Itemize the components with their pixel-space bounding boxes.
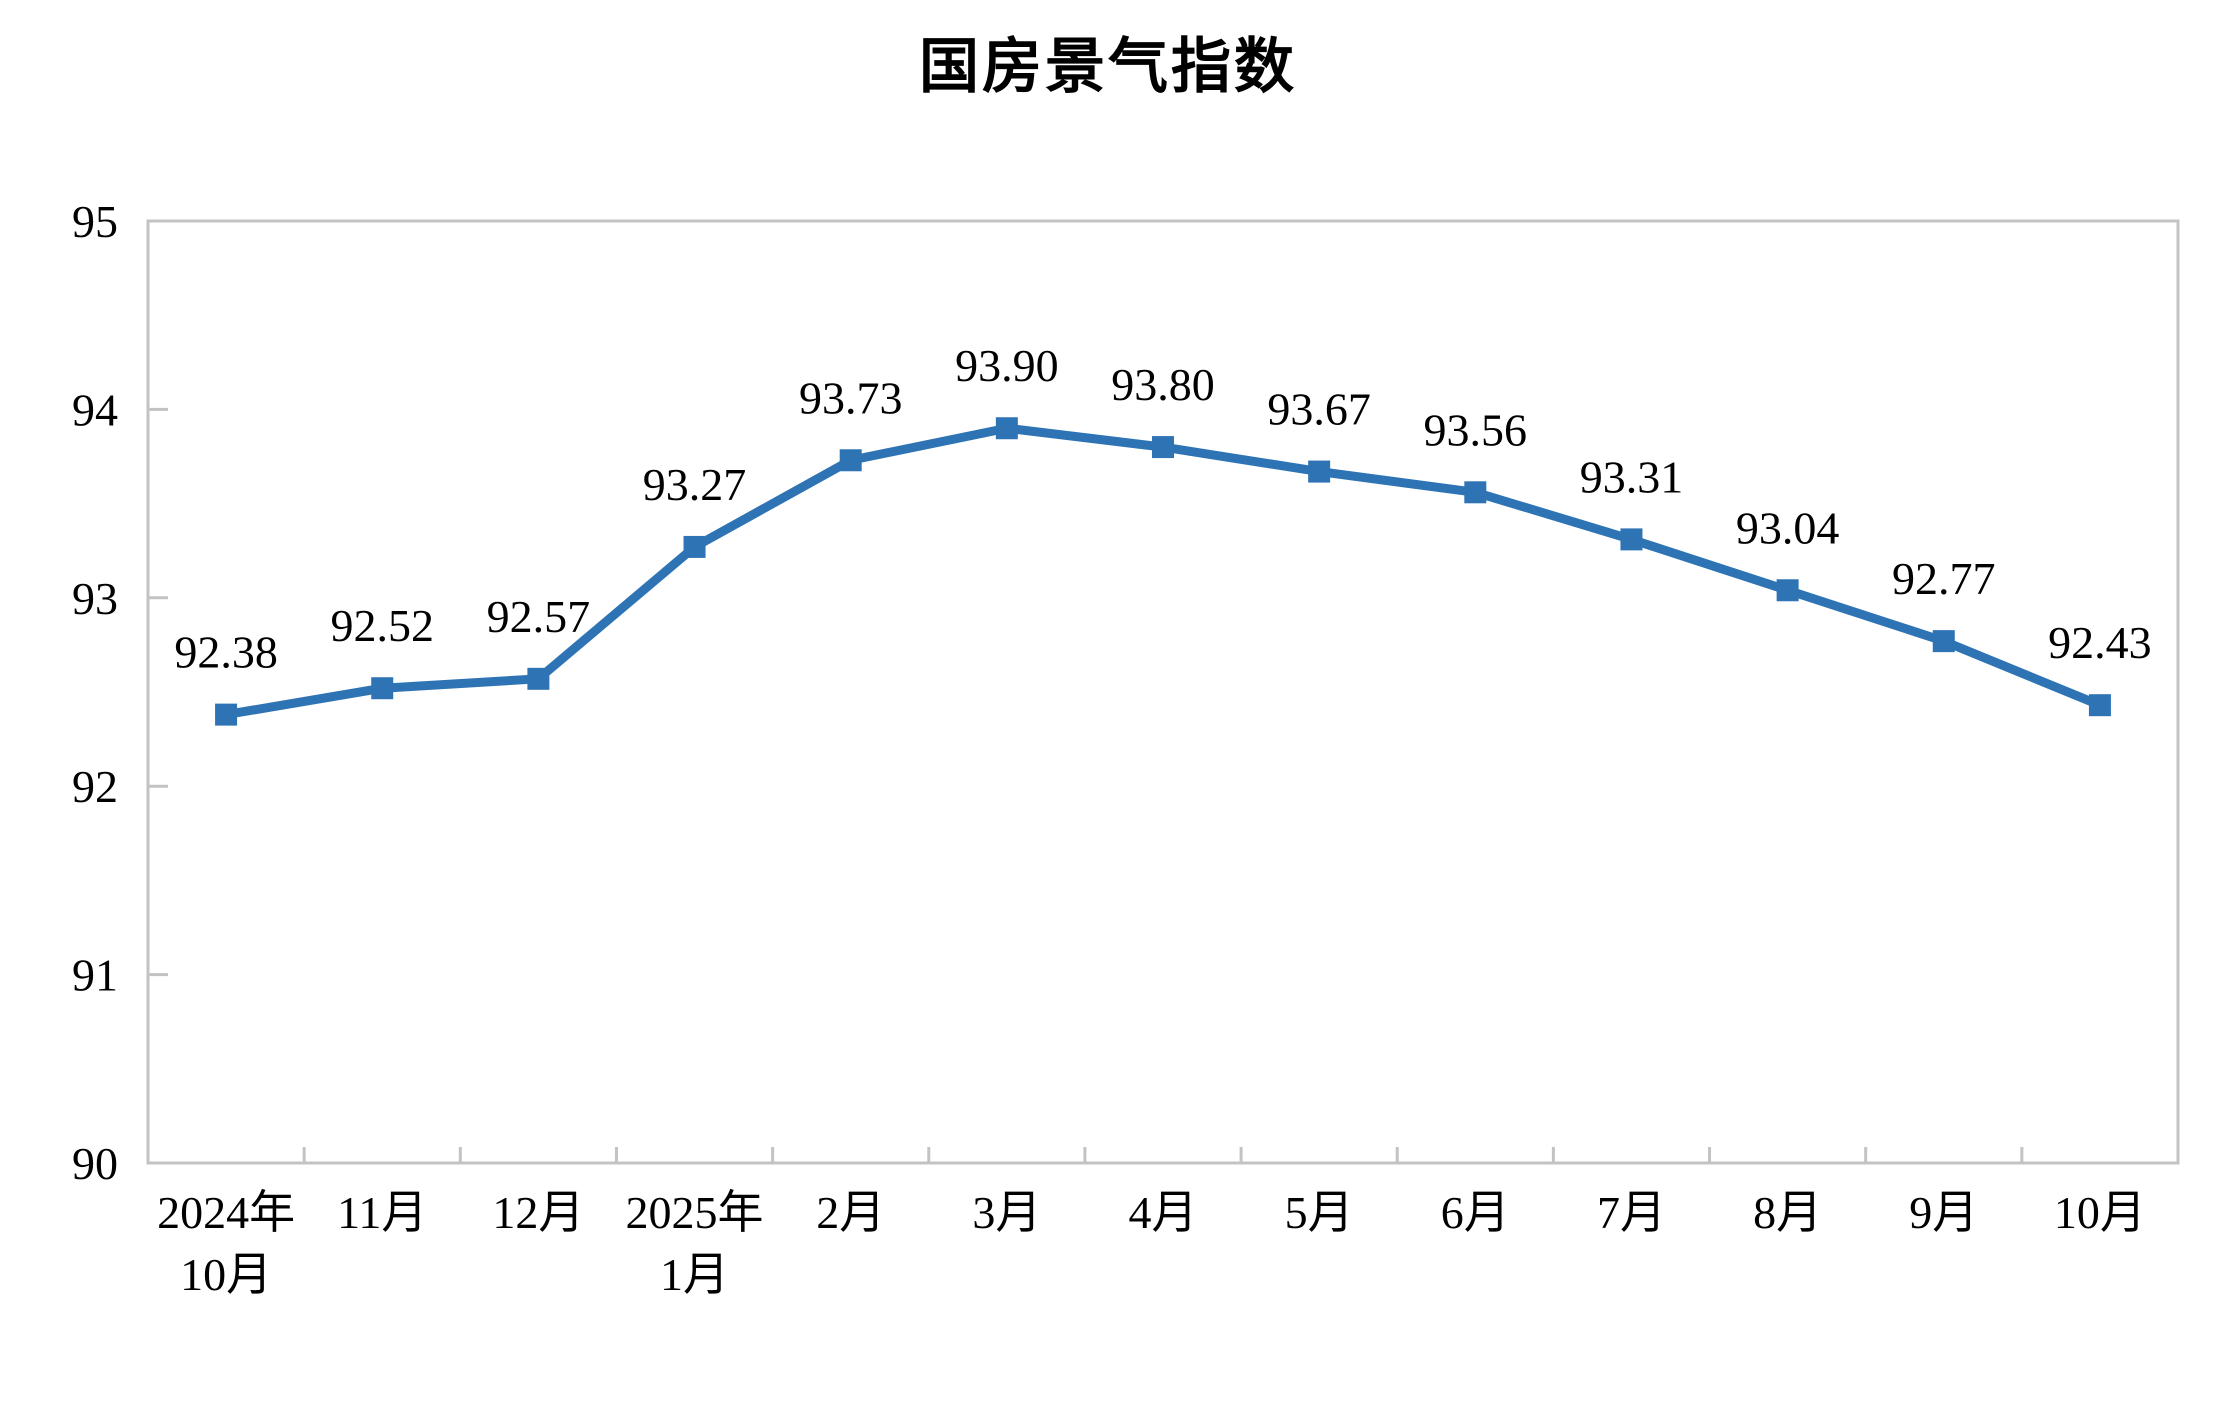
y-axis-tick-label: 93 — [72, 573, 118, 624]
x-axis-category-label: 10月 — [180, 1249, 272, 1300]
x-axis-category-label: 10月 — [2054, 1187, 2146, 1238]
x-axis-category-label: 5月 — [1285, 1187, 1354, 1238]
data-point-marker — [1932, 630, 1955, 653]
x-axis-category-label: 11月 — [337, 1187, 427, 1238]
data-point-label: 93.04 — [1736, 502, 1840, 553]
data-point-marker — [839, 449, 862, 472]
data-point-label: 93.90 — [955, 340, 1059, 391]
data-point-marker — [2088, 694, 2111, 717]
data-point-label: 92.57 — [487, 591, 591, 642]
x-axis-category-label: 4月 — [1129, 1187, 1198, 1238]
x-axis-category-label: 8月 — [1753, 1187, 1822, 1238]
y-axis-tick-label: 91 — [72, 950, 118, 1001]
data-point-marker — [1776, 579, 1799, 602]
data-point-marker — [371, 677, 394, 700]
data-point-label: 93.80 — [1111, 359, 1215, 410]
data-point-marker — [1308, 460, 1331, 483]
data-point-label: 92.43 — [2048, 617, 2152, 668]
data-point-label: 92.52 — [330, 600, 434, 651]
x-axis-category-label: 12月 — [492, 1187, 584, 1238]
data-point-label: 93.27 — [643, 459, 747, 510]
data-point-label: 93.73 — [799, 372, 903, 423]
x-axis-category-label: 1月 — [660, 1249, 729, 1300]
y-axis-tick-label: 92 — [72, 761, 118, 812]
x-axis-category-label: 9月 — [1909, 1187, 1978, 1238]
plot-border — [146, 219, 2180, 1165]
data-point-marker — [683, 535, 706, 558]
y-axis-tick-label: 94 — [72, 384, 118, 435]
x-axis-category-label: 2024年 — [157, 1187, 295, 1238]
y-axis-tick-label: 95 — [72, 196, 118, 247]
x-axis-category-label: 3月 — [972, 1187, 1041, 1238]
data-point-marker — [1620, 528, 1643, 551]
data-point-label: 92.77 — [1892, 553, 1996, 604]
data-point-marker — [1464, 481, 1487, 504]
data-point-label: 93.31 — [1580, 451, 1684, 502]
data-point-marker — [215, 703, 238, 726]
data-point-marker — [1152, 436, 1174, 459]
x-axis-category-label: 2月 — [816, 1187, 885, 1238]
data-point-marker — [527, 667, 550, 690]
data-point-label: 93.56 — [1424, 404, 1528, 455]
data-point-marker — [995, 417, 1018, 440]
x-axis-category-label: 7月 — [1597, 1187, 1666, 1238]
data-point-label: 93.67 — [1267, 384, 1371, 435]
series-line — [221, 423, 2105, 720]
x-axis-category-label: 2025年 — [626, 1187, 764, 1238]
x-axis-category-label: 6月 — [1441, 1187, 1510, 1238]
data-point-label: 92.38 — [174, 627, 278, 678]
y-axis-tick-label: 90 — [72, 1138, 118, 1189]
chart-title: 国房景气指数 — [919, 32, 1297, 102]
